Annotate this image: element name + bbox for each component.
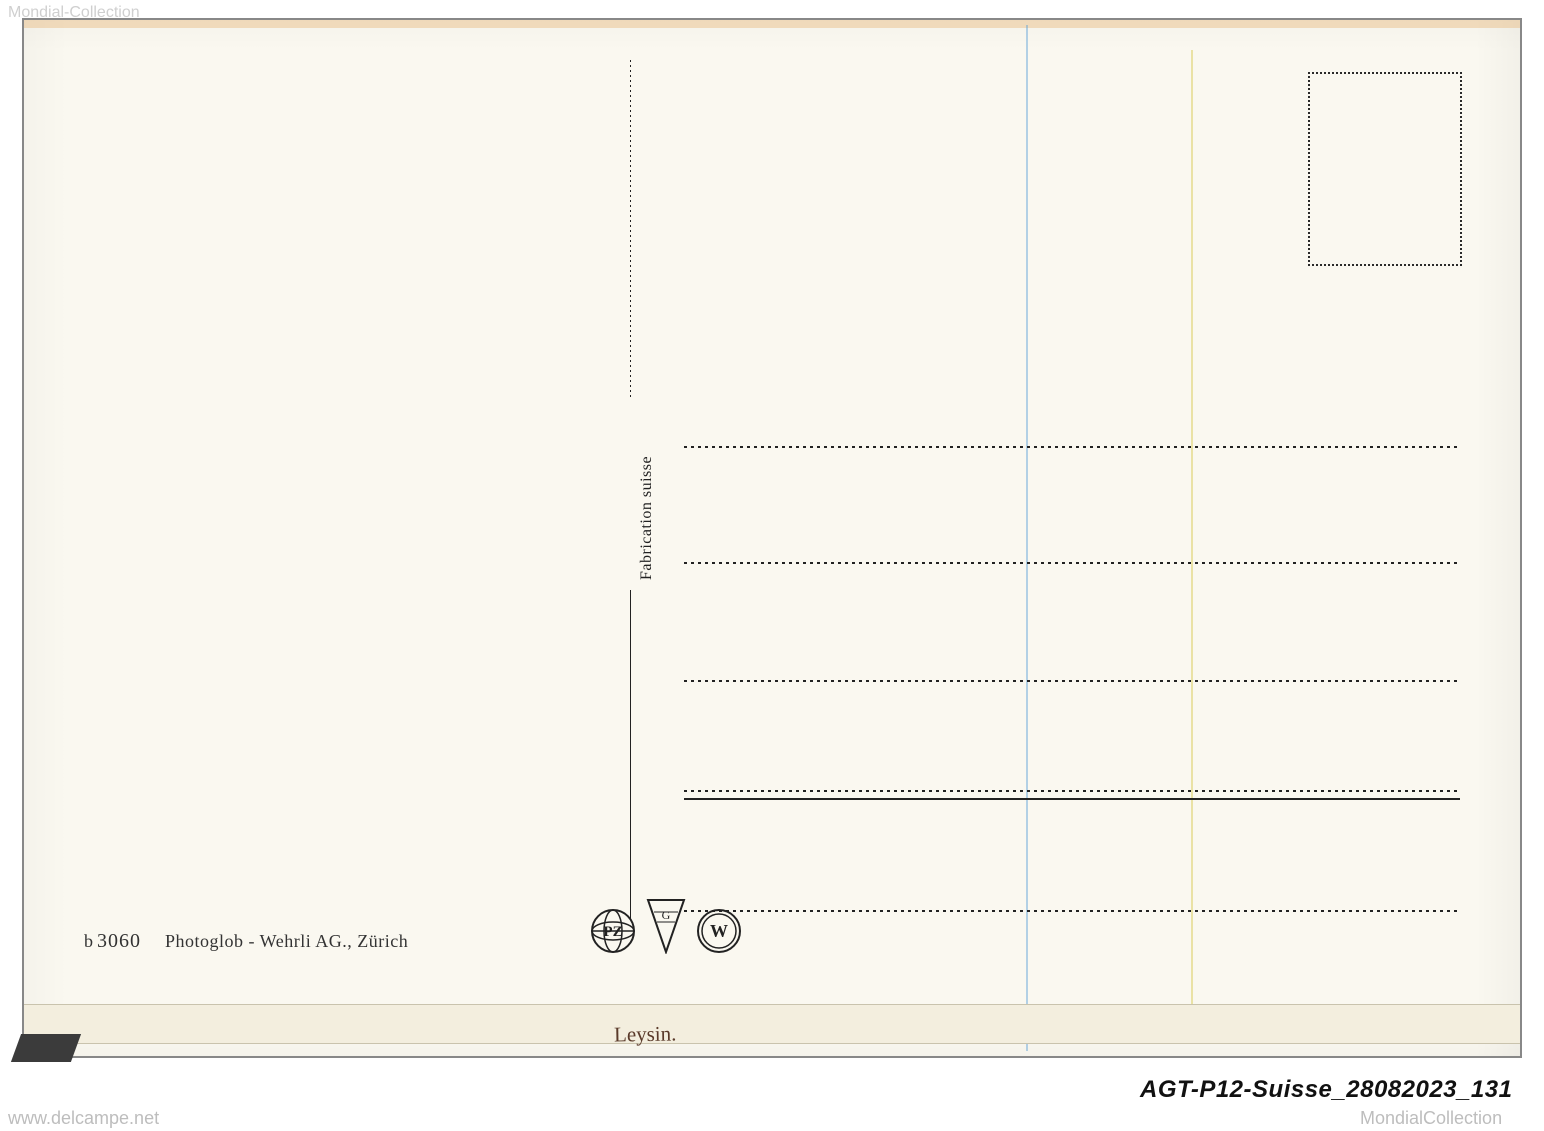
address-line-5 (684, 910, 1460, 912)
postcard-surface: Fabrication suisse b 3060 Photoglob - We… (24, 20, 1520, 1056)
circle-w-icon: W (696, 908, 742, 954)
address-line-4 (684, 790, 1460, 792)
center-divider-solid (630, 590, 631, 920)
address-line-4-underline (684, 798, 1460, 800)
center-divider-dashed (630, 60, 631, 400)
publisher-imprint: b 3060 Photoglob - Wehrli AG., Zürich (84, 930, 408, 953)
publisher-code-number: 3060 (97, 930, 141, 952)
publisher-code-prefix: b (84, 931, 93, 951)
circle-w-label: W (710, 921, 728, 941)
address-line-2 (684, 562, 1460, 564)
handwritten-note: Leysin. (614, 1021, 677, 1047)
globe-pz-icon: PZ (590, 908, 636, 954)
album-corner-tab (11, 1034, 81, 1062)
scan-guide-blue (1026, 25, 1028, 1051)
underlay-paper-strip (24, 1004, 1520, 1044)
filename-label: AGT-P12-Suisse_28082023_131 (1140, 1076, 1512, 1104)
triangle-label: G (662, 908, 671, 922)
address-line-1 (684, 446, 1460, 448)
publisher-code: b 3060 (84, 934, 145, 951)
triangle-icon: G (646, 898, 686, 954)
postcard: Fabrication suisse b 3060 Photoglob - We… (22, 18, 1522, 1058)
globe-pz-label: PZ (603, 924, 622, 940)
publisher-logos: PZ G W (590, 898, 742, 954)
address-line-3 (684, 680, 1460, 682)
fabrication-label: Fabrication suisse (638, 456, 656, 580)
scan-guide-yellow (1191, 50, 1193, 1026)
watermark-bottom-right: MondialCollection (1360, 1108, 1502, 1129)
watermark-bottom-left: www.delcampe.net (8, 1108, 159, 1129)
publisher-name: Photoglob - Wehrli AG., Zürich (165, 931, 408, 951)
stamp-box (1308, 72, 1462, 266)
